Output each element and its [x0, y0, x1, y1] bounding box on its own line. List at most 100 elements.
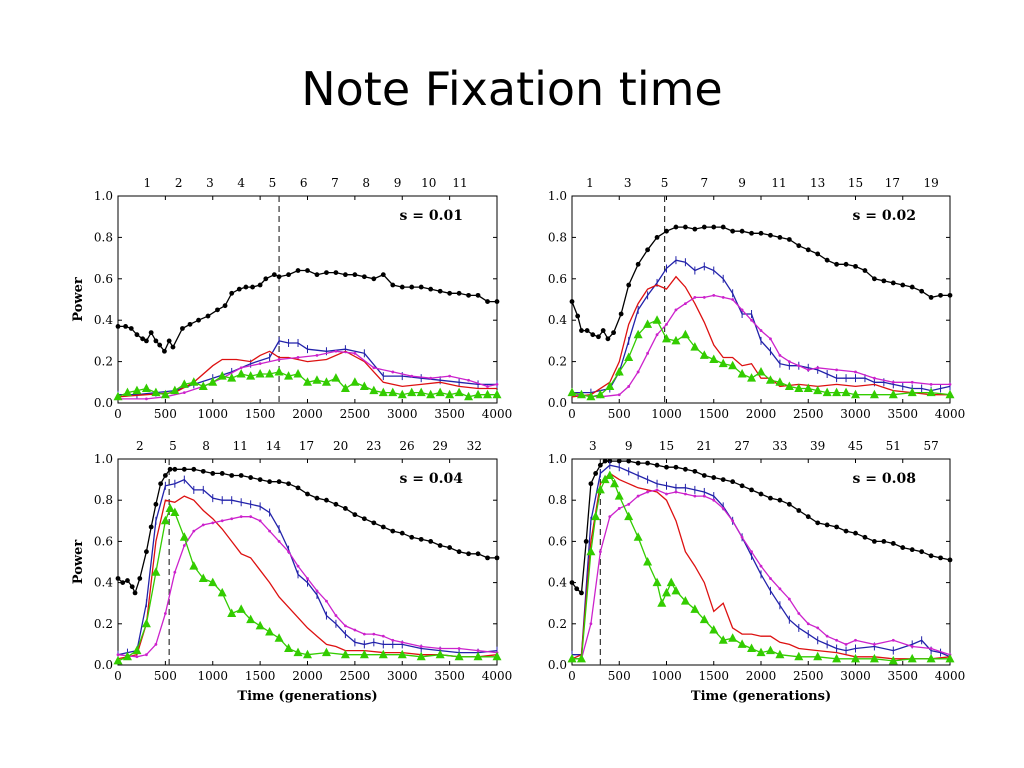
data-point: [590, 332, 596, 338]
series-5: [567, 470, 955, 665]
y-tick-label: 0.8: [548, 230, 567, 244]
data-point: [701, 224, 707, 230]
data-point: [397, 649, 407, 659]
data-point: [467, 378, 470, 382]
data-point: [610, 478, 620, 488]
data-point: [664, 464, 669, 470]
data-point: [265, 627, 275, 636]
x-tick-label: 1500: [245, 669, 276, 683]
data-point: [409, 534, 415, 540]
plot-frame: [117, 458, 498, 666]
x-tick-label: 2000: [292, 407, 323, 421]
data-point: [211, 521, 215, 525]
data-point: [157, 342, 163, 348]
data-point: [129, 584, 135, 590]
data-point: [200, 468, 206, 474]
data-point: [739, 228, 745, 234]
data-point: [416, 651, 426, 661]
data-point: [198, 381, 208, 390]
data-point: [910, 645, 914, 648]
data-point: [390, 282, 396, 288]
data-point: [473, 389, 483, 399]
series-line: [572, 464, 951, 658]
data-point: [426, 389, 436, 399]
data-point: [806, 368, 810, 372]
data-point: [909, 547, 915, 553]
data-point: [456, 290, 462, 296]
x-tick-label: 0: [114, 407, 122, 421]
data-point: [151, 567, 161, 576]
series-line: [117, 495, 498, 660]
data-point: [437, 543, 443, 548]
top-tick-label: 39: [810, 439, 825, 453]
data-point: [227, 373, 237, 382]
x-tick-label: 4000: [935, 669, 966, 683]
data-point: [454, 651, 464, 661]
top-tick-label: 3: [589, 439, 597, 453]
series-5: [113, 366, 502, 401]
data-point: [824, 257, 830, 263]
data-point: [369, 385, 379, 395]
data-point: [343, 506, 348, 511]
data-point: [151, 387, 161, 397]
data-point: [464, 391, 474, 401]
top-tick-label: 11: [233, 439, 248, 453]
data-point: [853, 530, 858, 536]
data-point: [591, 511, 601, 521]
top-tick-label: 15: [659, 439, 674, 453]
data-point: [381, 634, 385, 638]
data-point: [654, 235, 660, 240]
data-point: [315, 353, 319, 357]
data-point: [699, 614, 709, 624]
data-point: [120, 580, 126, 585]
data-point: [835, 368, 838, 372]
data-point: [569, 580, 575, 585]
data-point: [352, 512, 358, 518]
series-4: [570, 293, 952, 399]
data-point: [295, 268, 301, 273]
data-point: [778, 587, 782, 591]
x-tick-label: 3500: [887, 407, 918, 421]
data-point: [179, 532, 189, 541]
data-point: [153, 501, 159, 507]
series-3: [117, 495, 498, 660]
data-point: [258, 519, 262, 523]
data-point: [662, 333, 671, 343]
data-point: [255, 369, 265, 378]
data-point: [872, 539, 877, 544]
data-point: [684, 492, 687, 496]
data-point: [654, 462, 660, 468]
data-point: [739, 483, 745, 489]
data-point: [626, 282, 632, 288]
data-point: [390, 528, 396, 534]
data-point: [359, 649, 369, 659]
x-tick-label: 3000: [840, 669, 871, 683]
data-point: [284, 371, 294, 380]
plot-frame: [117, 195, 498, 404]
series-line: [571, 472, 951, 660]
data-point: [740, 535, 744, 539]
data-point: [475, 292, 481, 298]
data-point: [664, 228, 669, 234]
x-tick-label: 500: [154, 669, 177, 683]
data-point: [198, 573, 208, 582]
data-point: [595, 389, 605, 399]
data-point: [352, 272, 358, 278]
data-point: [813, 651, 823, 661]
data-point: [173, 570, 177, 574]
top-tick-label: 7: [700, 176, 708, 190]
data-point: [447, 545, 453, 550]
data-point: [576, 653, 586, 663]
top-tick-label: 1: [144, 176, 152, 190]
top-tick-label: 17: [299, 439, 314, 453]
data-point: [947, 292, 953, 298]
x-tick-label: 0: [568, 669, 576, 683]
data-point: [786, 501, 792, 507]
data-point: [692, 226, 698, 232]
series-line: [571, 275, 950, 398]
data-point: [945, 389, 955, 399]
data-point: [429, 376, 433, 380]
data-point: [919, 549, 925, 555]
data-point: [361, 516, 367, 522]
data-point: [265, 369, 275, 378]
